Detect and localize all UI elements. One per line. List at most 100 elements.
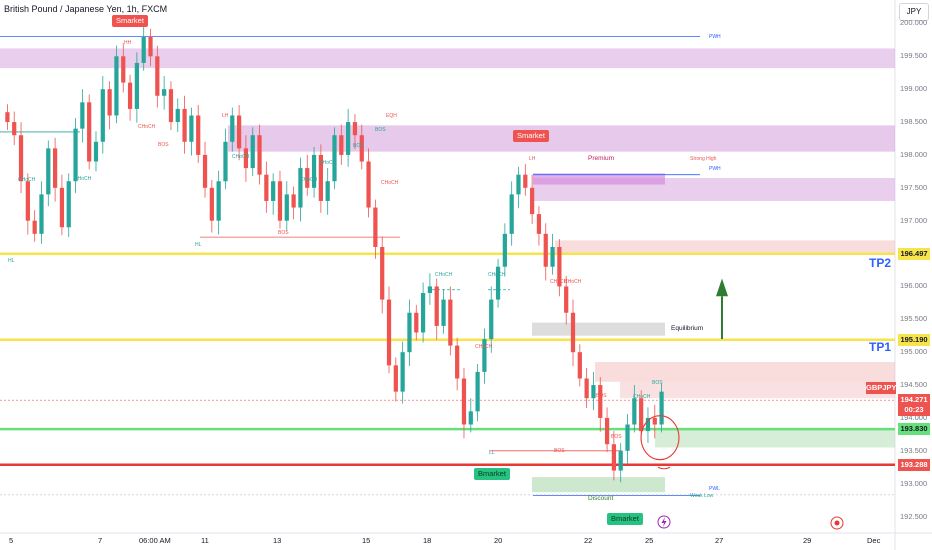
candle-body	[155, 56, 160, 96]
candle-body	[598, 385, 603, 418]
candle-body	[611, 444, 617, 471]
candle-body	[107, 89, 112, 116]
zone-pink-3	[620, 381, 895, 399]
candle-body	[87, 102, 92, 162]
candle-body	[530, 187, 535, 215]
ll-label: LL	[489, 450, 495, 456]
price-tick: 195.500	[900, 314, 928, 324]
candle-body	[236, 115, 242, 149]
candle-body	[182, 108, 187, 142]
hl-label: HL	[195, 242, 202, 248]
eqh-label: EQH	[386, 113, 397, 119]
candle-body	[298, 168, 303, 208]
candle-body	[189, 115, 194, 142]
choch-label-5: CHoCH	[300, 177, 318, 183]
choch-red-label-4: CHoCH	[550, 279, 568, 285]
candle-body	[366, 161, 371, 208]
candle-body	[66, 181, 71, 228]
candle-body	[12, 122, 17, 136]
smarket-mid-label: Smarket	[513, 130, 549, 142]
lh2-label: LH	[529, 156, 536, 162]
candle-body	[482, 339, 487, 372]
candle-body	[196, 115, 201, 155]
price-tick: 194.000	[900, 412, 928, 422]
hl-left-label: HL	[8, 258, 15, 264]
candle-body	[52, 148, 58, 188]
bos-label-2: BOS	[375, 127, 386, 133]
candle-body	[448, 299, 453, 346]
zone-pink-1	[555, 240, 895, 254]
candle-body	[264, 174, 269, 201]
choch-label-3: CHoCH	[232, 154, 250, 160]
choch-red-label-2: CHoCH	[381, 180, 399, 186]
hand-circle	[640, 415, 680, 461]
choch-red-label-3: CHoCH	[475, 344, 493, 350]
candle-body	[168, 89, 174, 123]
zone-equilibrium	[532, 322, 665, 336]
candle-body	[325, 181, 330, 201]
price-tick: 197.000	[900, 215, 928, 225]
candle-body	[121, 56, 126, 83]
price-tag: 193.288	[898, 458, 930, 471]
time-tick: 27	[715, 536, 724, 545]
candle-body	[346, 122, 351, 155]
candle-body	[550, 246, 555, 267]
time-tick: 06:00 AM	[139, 536, 171, 545]
candle-body	[591, 385, 596, 399]
candle-body	[557, 246, 562, 287]
currency-button[interactable]: JPY	[899, 3, 929, 21]
choch-label-8: CHoCH	[633, 394, 651, 400]
candle-body	[502, 233, 507, 267]
price-tick: 198.000	[900, 149, 928, 159]
candle-body	[332, 135, 337, 182]
candle-body	[536, 214, 542, 234]
price-tick: 199.000	[900, 84, 928, 94]
time-tick: 25	[645, 536, 654, 545]
choch-label-6: CHoCH	[435, 272, 453, 278]
candle-body	[509, 194, 514, 234]
candle-body	[114, 56, 119, 116]
premium-label: Premium	[588, 155, 615, 162]
candle-body	[373, 207, 378, 247]
price-tag: 194.271	[898, 394, 930, 407]
zone-demand	[655, 427, 895, 448]
target-icon[interactable]	[830, 516, 844, 530]
lightning-icon[interactable]	[657, 515, 671, 529]
smarket-top-label: Smarket	[112, 15, 148, 27]
candle-body	[414, 312, 419, 333]
candle-body	[475, 371, 480, 412]
choch-label-4: CHoCH	[319, 160, 337, 166]
candle-body	[127, 82, 133, 109]
bos-red-label-1: BOS	[158, 142, 169, 148]
candle-body	[625, 424, 630, 451]
candle-body	[223, 141, 228, 182]
bos-label-1: BOS	[353, 143, 364, 149]
price-tag: 00:23	[898, 404, 930, 417]
candle-body	[455, 345, 460, 379]
candle-body	[271, 181, 276, 201]
candle-body	[339, 135, 344, 155]
pwl-label: PWL	[709, 486, 720, 492]
candle-body	[352, 122, 358, 136]
candle-body	[59, 187, 65, 228]
candle-body	[618, 450, 623, 471]
pwh-top-label: PWH	[709, 34, 721, 40]
candle-body	[209, 187, 214, 221]
time-tick: 13	[273, 536, 282, 545]
candle-body	[318, 154, 323, 201]
price-tag: 196.497	[898, 247, 930, 260]
candle-body	[134, 62, 139, 109]
price-tick: 200.000	[900, 18, 928, 28]
candle-body	[305, 168, 310, 188]
candle-body	[632, 398, 637, 425]
candle-body	[93, 141, 99, 162]
zone-pink-2	[595, 362, 895, 382]
candle-body	[468, 411, 473, 425]
price-tick: 192.500	[900, 511, 928, 521]
zone-top-supply	[0, 48, 895, 69]
weak-low-label: Weak Low	[690, 493, 714, 499]
candle-body	[645, 417, 651, 432]
time-tick: 20	[494, 536, 503, 545]
time-tick: 29	[803, 536, 812, 545]
